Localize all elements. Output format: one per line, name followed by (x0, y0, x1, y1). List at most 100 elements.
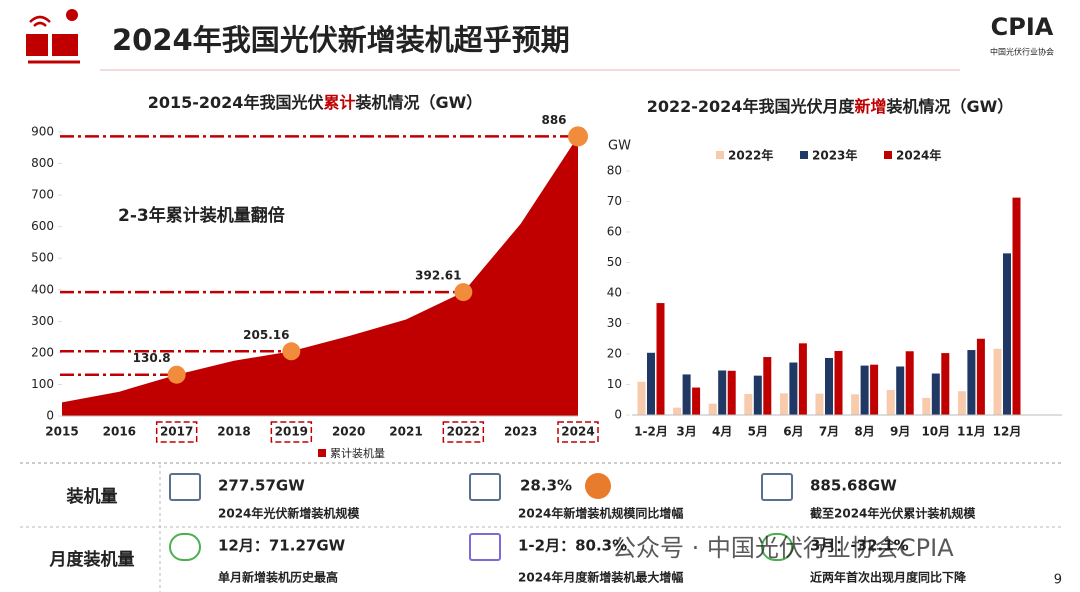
bar (727, 370, 736, 415)
area (62, 136, 578, 416)
highlight-box (557, 421, 599, 443)
chart-title: 2015-2024年我国光伏累计装机情况（GW） (148, 93, 483, 112)
bar (941, 353, 950, 415)
bar (825, 357, 833, 415)
data-label: 886 (541, 113, 566, 127)
legend-label: 2023年 (812, 148, 857, 163)
y-tick-label: 200 (31, 345, 54, 359)
bar (957, 391, 966, 415)
stat-icon (169, 473, 201, 501)
legend-swatch (716, 151, 724, 159)
x-tick-label: 7月 (819, 425, 839, 439)
bar (673, 407, 682, 415)
x-tick-label: 8月 (854, 425, 874, 439)
bar (834, 350, 843, 415)
bar (886, 389, 895, 415)
x-tick-label: 2018 (217, 425, 250, 439)
y-tick-label: 400 (31, 282, 54, 296)
stat-value: 12月：71.27GW (218, 537, 346, 555)
bar (789, 362, 798, 415)
data-label: 130.8 (133, 351, 171, 365)
legend-swatch (800, 151, 808, 159)
watermark: 公众号 · 中国光伏行业协会CPIA (612, 534, 954, 562)
bar (896, 366, 905, 415)
marker (454, 283, 473, 302)
bar (870, 364, 879, 415)
bar (647, 352, 655, 415)
y-tick-label: 20 (607, 347, 622, 361)
x-tick-label: 2017 (160, 425, 193, 439)
bar (692, 387, 701, 415)
bar (753, 375, 762, 415)
x-tick-label: 4月 (712, 425, 732, 439)
page-number: 9 (1054, 573, 1062, 588)
x-tick-label: 2022 (447, 425, 480, 439)
bar (976, 338, 985, 415)
x-tick-label: 12月 (993, 425, 1022, 439)
legend-swatch (884, 151, 892, 159)
legend-swatch (318, 449, 326, 457)
y-tick-label: 900 (31, 125, 54, 139)
stat-icon (469, 533, 501, 561)
slide-title: 2024年我国光伏新增装机超乎预期 (112, 23, 570, 57)
y-tick-label: 800 (31, 156, 54, 170)
stat-value: 277.57GW (218, 477, 305, 495)
x-tick-label: 2023 (504, 425, 537, 439)
bar (905, 351, 914, 415)
bar (1003, 253, 1011, 415)
x-tick-label: 2021 (389, 425, 422, 439)
y-tick-label: 300 (31, 314, 54, 328)
x-tick-label: 2015 (45, 425, 78, 439)
legend-label: 2022年 (728, 148, 773, 163)
x-tick-label: 2024 (561, 425, 594, 439)
bar (708, 403, 717, 415)
x-tick-label: 9月 (890, 425, 910, 439)
row-label: 月度装机量 (49, 549, 135, 570)
stat-icon (761, 533, 793, 561)
stat-desc: 近两年首次出现月度同比下降 (810, 570, 967, 585)
highlight-box (442, 421, 485, 443)
stat-desc: 2024年光伏新增装机规模 (218, 506, 360, 521)
x-tick-label: 2016 (103, 425, 136, 439)
bar (993, 348, 1002, 415)
y-tick-label: 0 (46, 409, 54, 423)
y-tick-label: 80 (607, 164, 622, 178)
stat-desc: 截至2024年光伏累计装机规模 (810, 506, 976, 521)
y-tick-label: 600 (31, 219, 54, 233)
bar (967, 350, 976, 415)
legend-label: 2024年 (896, 148, 941, 163)
bar (682, 374, 691, 415)
y-tick-label: 50 (607, 255, 622, 269)
stat-value: 28.3% (520, 477, 572, 495)
stat-icon (761, 473, 793, 501)
x-tick-label: 11月 (957, 425, 986, 439)
bar (931, 373, 940, 415)
x-tick-label: 10月 (921, 425, 950, 439)
y-tick-label: 70 (607, 194, 622, 208)
y-tick-label: 30 (607, 316, 622, 330)
marker (167, 365, 186, 384)
legend-label: 累计装机量 (330, 446, 385, 460)
y-tick-label: 40 (607, 286, 622, 300)
stat-icon (585, 473, 611, 499)
x-tick-label: 2019 (275, 425, 308, 439)
bar (815, 393, 824, 415)
marker (282, 342, 301, 361)
header-icon (26, 9, 80, 64)
x-tick-label: 3月 (676, 425, 696, 439)
chart-title: 2022-2024年我国光伏月度新增装机情况（GW） (647, 97, 1014, 116)
bar (860, 365, 869, 415)
y-tick-label: 10 (607, 377, 622, 391)
logo-subtitle: 中国光伏行业协会 (990, 47, 1054, 57)
y-axis-label: GW (608, 139, 631, 154)
bar (798, 343, 807, 415)
marker (568, 126, 588, 147)
highlight-box (155, 421, 198, 443)
x-tick-label: 1-2月 (634, 425, 668, 439)
bar (718, 370, 727, 415)
y-tick-label: 700 (31, 188, 54, 202)
logo: CPIA (991, 13, 1054, 41)
y-tick-label: 0 (614, 408, 622, 422)
bar (637, 381, 646, 415)
